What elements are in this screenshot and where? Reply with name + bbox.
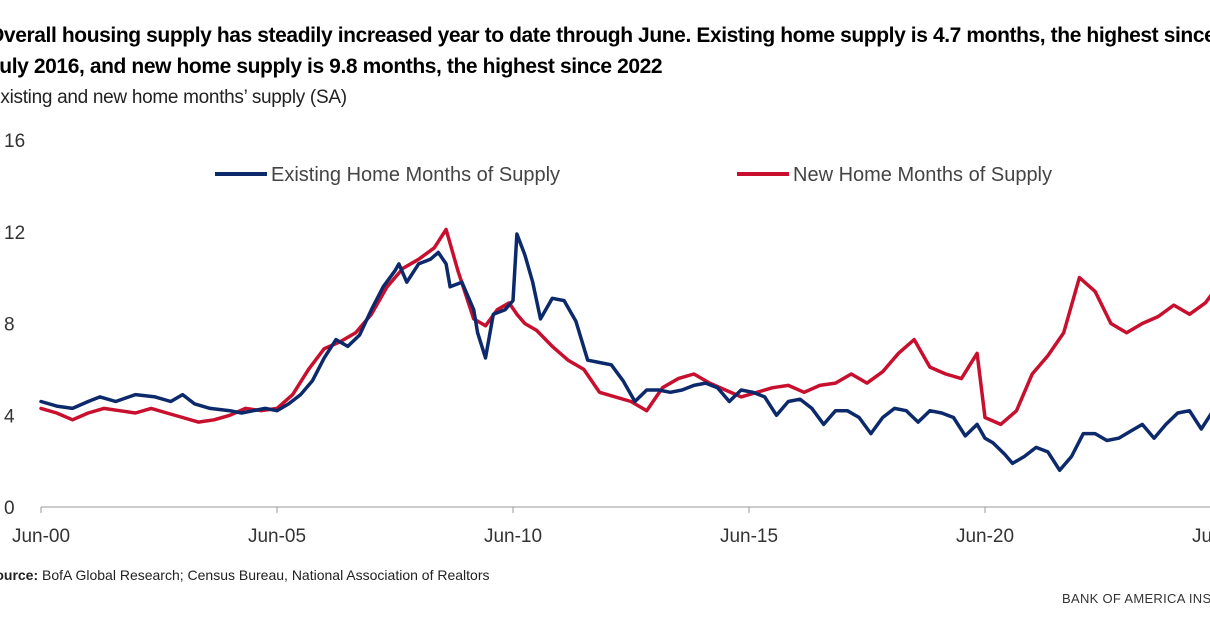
- x-tick-label: Jun-25: [1192, 526, 1210, 547]
- legend: Existing Home Months of Supply New Home M…: [215, 164, 1052, 186]
- source-text: BofA Global Research; Census Bureau, Nat…: [42, 567, 490, 583]
- source-label: Source:: [0, 567, 39, 583]
- x-tick-label: Jun-15: [720, 526, 778, 547]
- existing-supply-line: [39, 232, 1210, 473]
- y-tick-label: 8: [4, 315, 15, 336]
- chart-title: Overall housing supply has steadily incr…: [0, 24, 1210, 78]
- legend-new: New Home Months of Supply: [737, 164, 1052, 186]
- x-tick-label: Jun-20: [956, 526, 1014, 547]
- y-tick-label: 16: [4, 131, 25, 152]
- x-tick-label: Jun-00: [12, 526, 70, 547]
- source-note: Source: BofA Global Research; Census Bur…: [0, 567, 489, 583]
- y-axis: 0 4 8 12 16: [4, 131, 25, 519]
- legend-label: New Home Months of Supply: [793, 164, 1052, 186]
- series-lines: [39, 227, 1210, 473]
- legend-existing: Existing Home Months of Supply: [215, 164, 560, 186]
- y-tick-label: 12: [4, 223, 25, 244]
- chart-subtitle: Existing and new home months’ supply (SA…: [0, 87, 347, 108]
- x-axis: Jun-00 Jun-05 Jun-10 Jun-15 Jun-20 Jun-25: [12, 506, 1210, 547]
- legend-label: Existing Home Months of Supply: [271, 164, 560, 186]
- new-supply-line: [39, 227, 1210, 427]
- y-tick-label: 0: [4, 498, 15, 519]
- y-tick-label: 4: [4, 406, 15, 427]
- x-tick-label: Jun-10: [484, 526, 542, 547]
- x-tick-label: Jun-05: [248, 526, 306, 547]
- brand-label: BANK OF AMERICA INSTITUTE: [1062, 591, 1210, 606]
